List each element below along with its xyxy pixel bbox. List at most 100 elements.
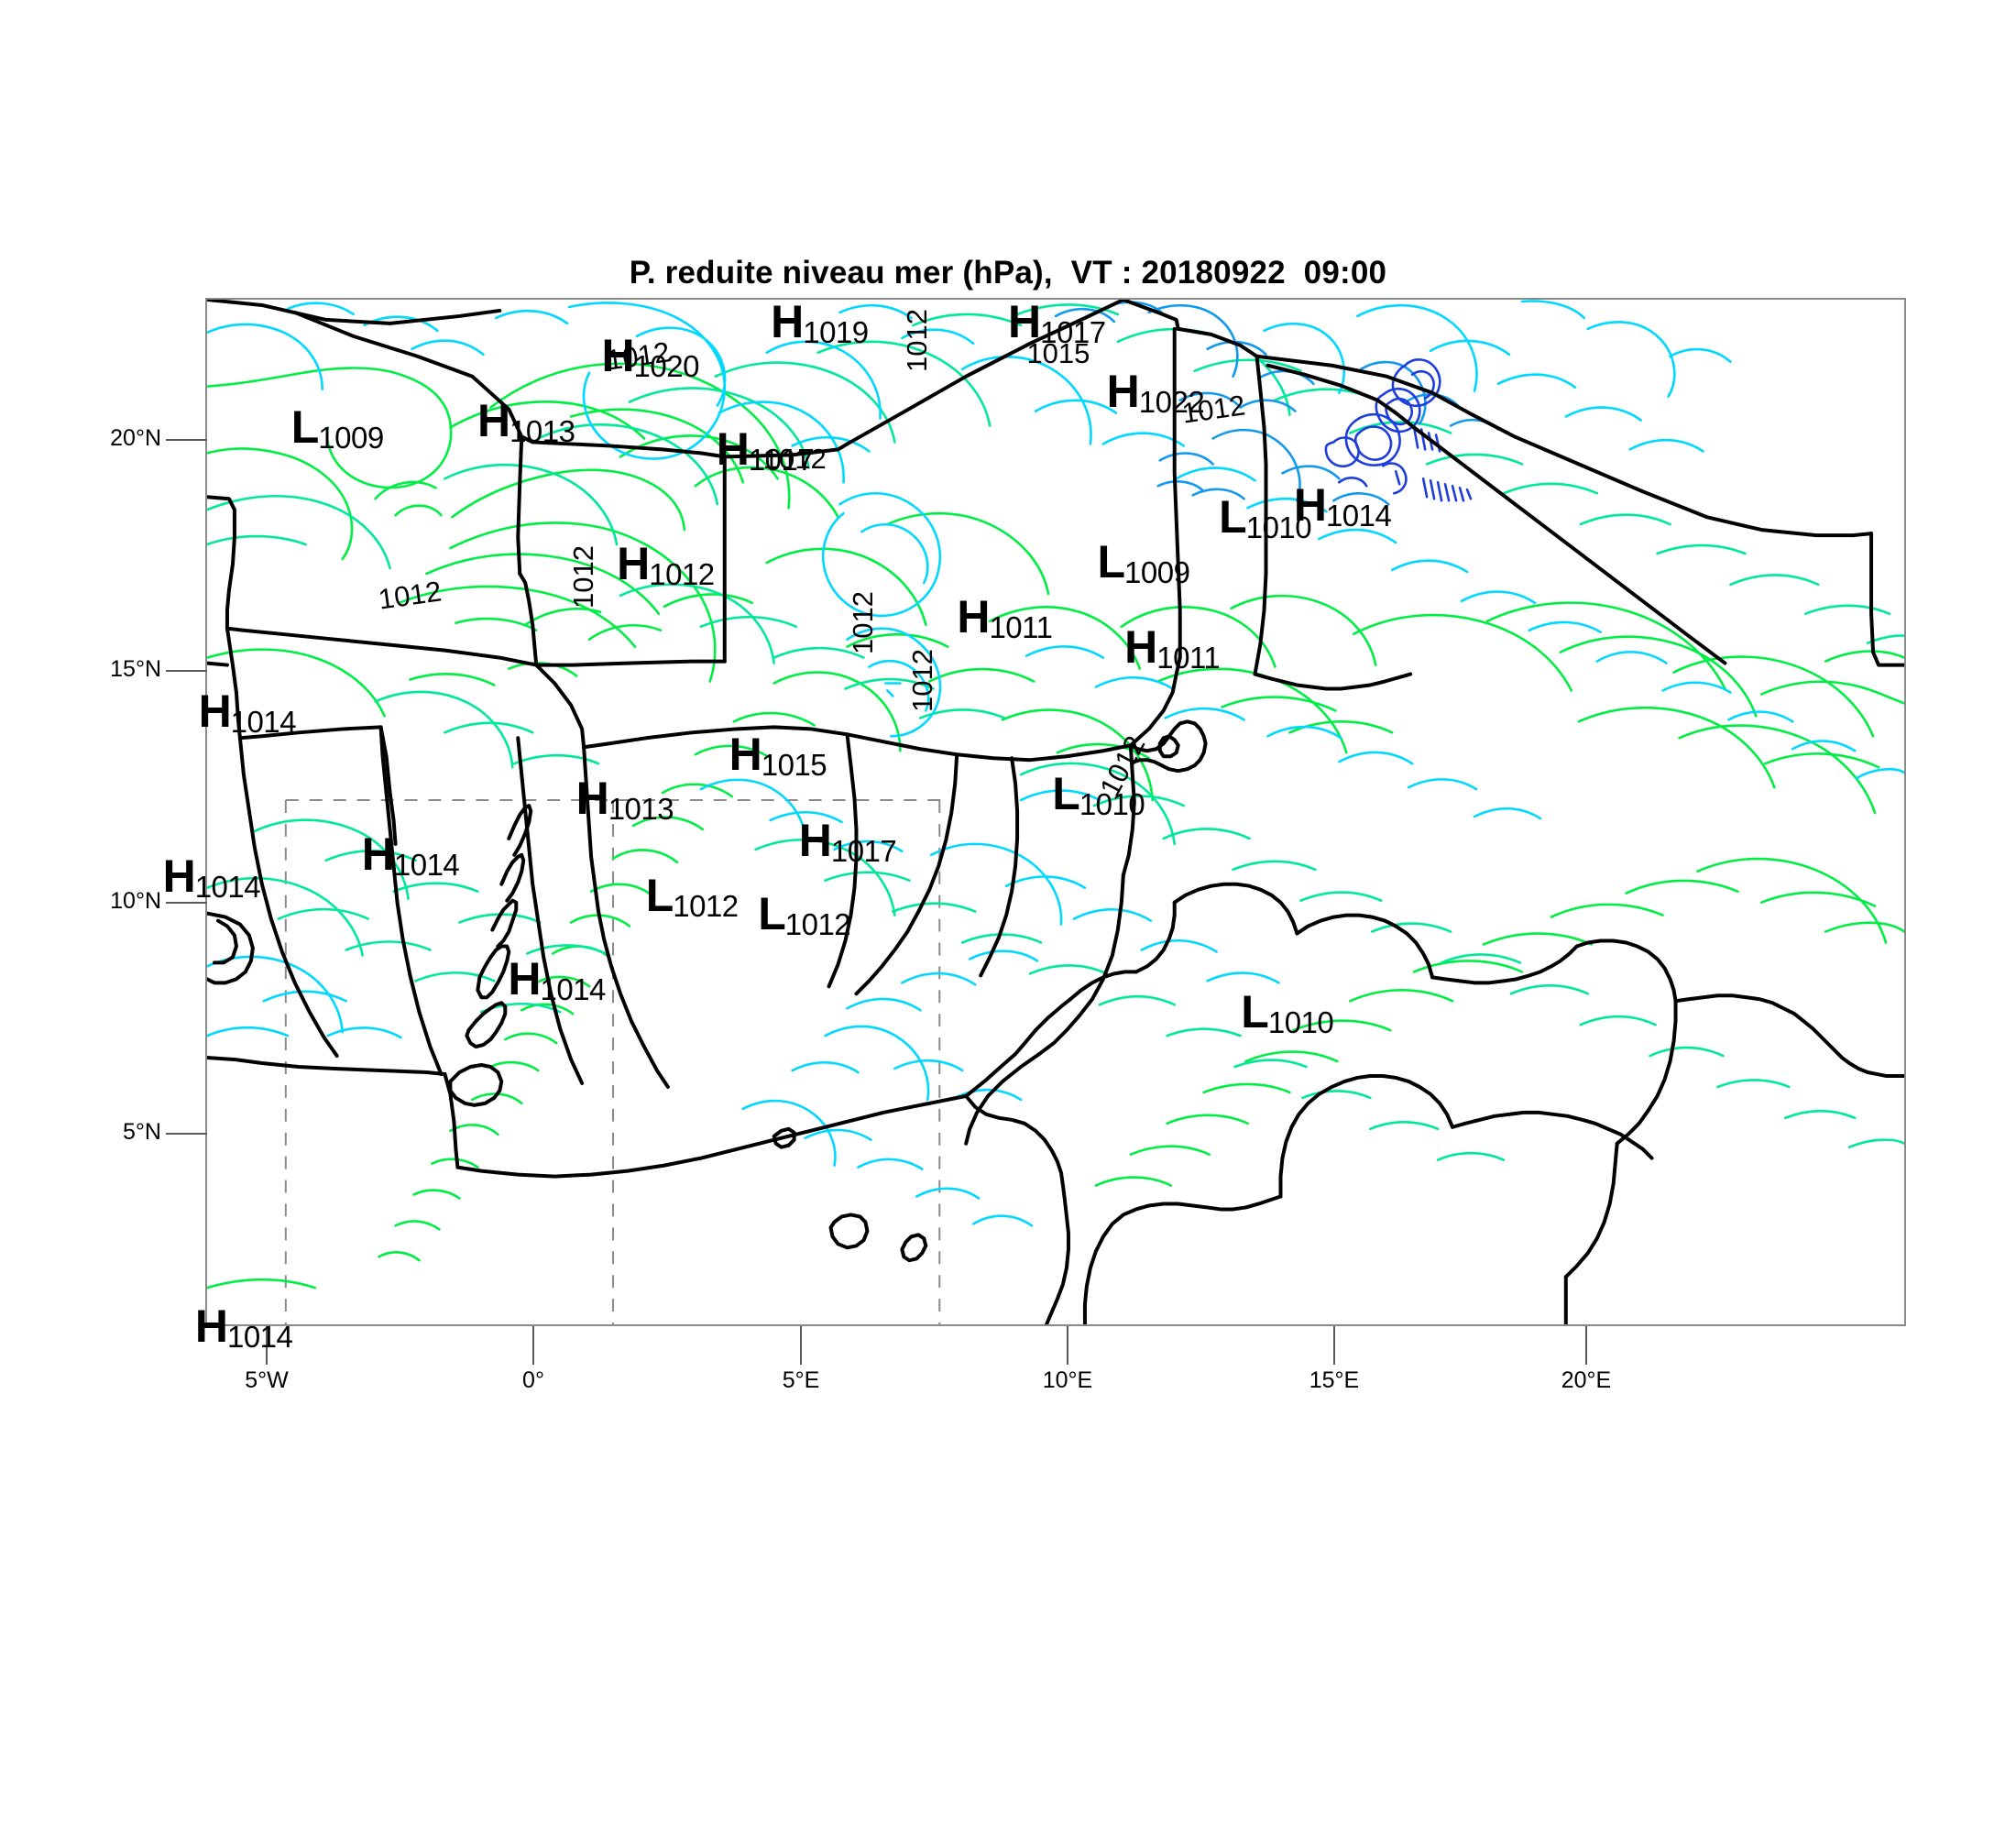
- pressure-center-letter: H: [508, 953, 541, 1005]
- contour-value-label: 1012: [762, 443, 827, 476]
- pressure-center-value: 1014: [230, 705, 297, 740]
- page-title: P. reduite niveau mer (hPa), VT : 201809…: [629, 255, 1387, 291]
- pressure-center-value: 1010: [1245, 510, 1312, 545]
- contour-value-label: 1012: [905, 649, 938, 713]
- pressure-center-letter: H: [198, 686, 232, 738]
- contour-value-label: 1012: [567, 544, 600, 609]
- pressure-center-letter: H: [771, 296, 804, 348]
- xtick-label: 15°E: [1309, 1367, 1360, 1393]
- pressure-center-low: L1010: [1052, 771, 1145, 819]
- pressure-center-high: H1020: [601, 333, 699, 381]
- pressure-center-value: 1017: [1040, 315, 1106, 350]
- pressure-center-letter: H: [162, 850, 196, 902]
- ytick-label: 15°N: [110, 656, 161, 682]
- pressure-center-high: H1014: [195, 1303, 293, 1352]
- pressure-center-high: H1012: [617, 541, 715, 589]
- pressure-center-high: H1015: [729, 731, 827, 780]
- pressure-center-value: 1009: [318, 420, 384, 455]
- pressure-center-letter: H: [194, 1301, 228, 1353]
- pressure-center-letter: H: [361, 829, 395, 881]
- xtick-label: 10°E: [1042, 1367, 1093, 1393]
- pressure-center-letter: H: [575, 772, 609, 824]
- pressure-center-high: H1019: [771, 299, 869, 347]
- contour-value-label: 1012: [846, 591, 879, 655]
- pressure-center-letter: L: [1052, 768, 1080, 820]
- xtick-label: 20°E: [1561, 1367, 1612, 1393]
- pressure-center-letter: L: [1219, 491, 1247, 543]
- pressure-center-letter: H: [716, 423, 750, 476]
- xtick-line: [1585, 1326, 1587, 1365]
- xtick-line: [1067, 1326, 1068, 1365]
- pressure-center-value: 1019: [803, 315, 869, 350]
- pressure-center-letter: L: [645, 870, 674, 922]
- pressure-center-letter: L: [758, 888, 786, 940]
- pressure-center-letter: L: [1241, 985, 1269, 1037]
- pressure-center-high: H1022: [1107, 368, 1205, 417]
- pressure-center-value: 1010: [1079, 787, 1145, 822]
- map-layer: [207, 300, 1904, 1324]
- pressure-center-high: H1017: [1008, 299, 1106, 347]
- pressure-center-high: H1013: [477, 398, 575, 446]
- pressure-center-high: H1014: [199, 688, 297, 737]
- pressure-center-value: 1010: [1267, 1004, 1334, 1039]
- ytick-line: [166, 439, 207, 441]
- pressure-center-letter: H: [1124, 620, 1157, 673]
- pressure-center-letter: H: [1106, 366, 1140, 418]
- pressure-center-letter: H: [957, 591, 990, 643]
- ytick-line: [166, 902, 207, 904]
- pressure-center-value: 1017: [830, 833, 897, 868]
- ytick-label: 5°N: [123, 1119, 161, 1145]
- pressure-center-letter: L: [290, 401, 320, 453]
- coastlines-and-borders: [207, 300, 1904, 1324]
- map-plot-area[interactable]: [205, 298, 1906, 1326]
- pressure-center-letter: H: [601, 330, 634, 382]
- pressure-center-high: H1017: [799, 818, 897, 866]
- pressure-center-value: 1012: [649, 556, 715, 591]
- pressure-center-high: H1011: [957, 591, 1053, 645]
- ytick-label: 10°N: [110, 888, 161, 914]
- pressure-center-value: 1012: [784, 907, 851, 942]
- pressure-center-low: L1012: [646, 873, 739, 921]
- pressure-center-low: L1009: [291, 404, 384, 453]
- pressure-center-low: L1010: [1219, 494, 1311, 543]
- xtick-label: 5°W: [245, 1367, 289, 1393]
- xtick-line: [532, 1326, 534, 1365]
- pressure-center-letter: H: [477, 394, 510, 446]
- contour-value-label: 1015: [1026, 336, 1090, 369]
- ytick-label: 20°N: [110, 425, 161, 451]
- pressure-center-value: 1014: [226, 1320, 293, 1355]
- ytick-line: [166, 670, 207, 672]
- pressure-center-letter: H: [617, 537, 650, 589]
- pressure-center-letter: H: [798, 814, 832, 866]
- pressure-center-value: 1017: [748, 443, 815, 477]
- pressure-center-low: L1010: [1241, 989, 1333, 1037]
- pressure-center-high: H1011: [1124, 620, 1221, 673]
- contours-blue: [1324, 358, 1473, 502]
- pressure-center-value: 1014: [194, 869, 261, 904]
- contour-value-label: 1012: [900, 308, 933, 372]
- pressure-center-high: H1017: [717, 426, 815, 475]
- pressure-center-low: L1012: [758, 891, 850, 939]
- xtick-line: [1333, 1326, 1335, 1365]
- pressure-center-value: 1013: [509, 413, 575, 448]
- pressure-center-letter: H: [1293, 478, 1327, 531]
- pressure-center-letter: H: [729, 729, 762, 781]
- pressure-center-value: 1014: [1325, 498, 1392, 532]
- pressure-center-high: H1014: [163, 853, 261, 902]
- pressure-center-value: 1022: [1138, 385, 1205, 420]
- xtick-label: 5°E: [782, 1367, 820, 1393]
- pressure-center-low: L1009: [1097, 539, 1189, 587]
- pressure-center-high: H1013: [576, 775, 674, 824]
- contours-cyan: [207, 300, 1904, 1227]
- pressure-center-value: 1009: [1124, 554, 1190, 589]
- pressure-center-value: 1014: [540, 972, 606, 1007]
- pressure-center-value: 1012: [673, 889, 739, 924]
- pressure-center-value: 1020: [633, 349, 700, 384]
- pressure-center-high: H1014: [1294, 482, 1392, 531]
- pressure-center-value: 1011: [989, 610, 1053, 645]
- pressure-center-high: H1014: [508, 956, 606, 1004]
- pressure-center-letter: L: [1097, 535, 1125, 587]
- xtick-line: [266, 1326, 268, 1365]
- pressure-center-letter: H: [1008, 296, 1041, 348]
